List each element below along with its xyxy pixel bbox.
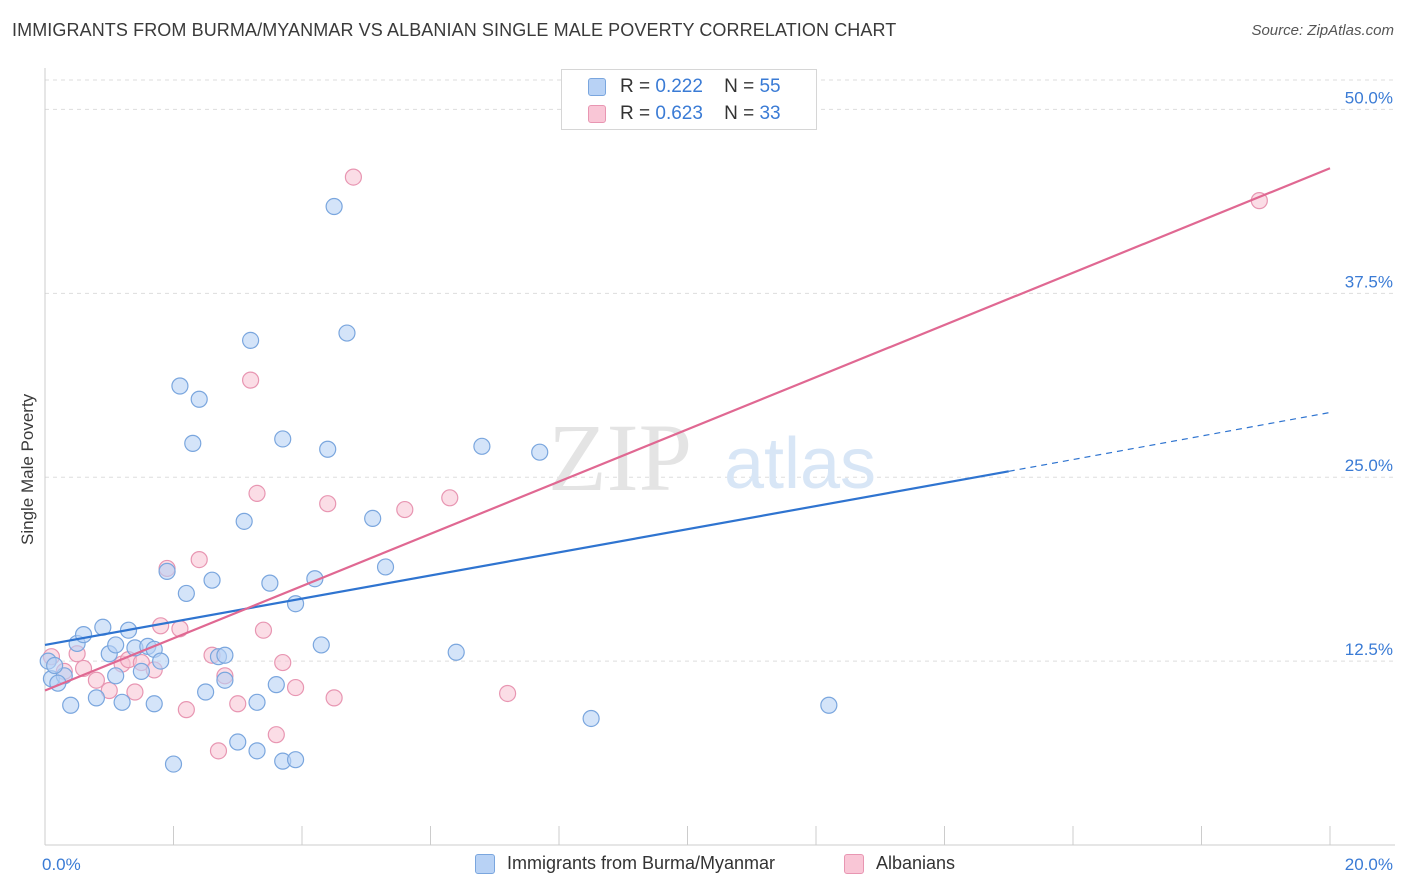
y-axis-label: Single Male Poverty bbox=[18, 393, 37, 545]
data-point-blue bbox=[473, 437, 491, 455]
data-point-pink bbox=[441, 489, 459, 507]
data-point-blue bbox=[286, 751, 305, 769]
n-label: N = bbox=[724, 76, 755, 97]
data-point-blue bbox=[216, 671, 234, 689]
data-point-blue bbox=[229, 733, 247, 751]
legend-swatch-blue bbox=[588, 78, 606, 96]
r-value: 0.623 bbox=[655, 103, 703, 124]
data-point-blue bbox=[197, 683, 215, 701]
data-point-pink bbox=[209, 742, 228, 760]
n-value: 55 bbox=[759, 76, 781, 97]
data-point-blue bbox=[274, 430, 292, 448]
data-point-blue bbox=[235, 512, 253, 530]
data-point-blue bbox=[248, 693, 266, 711]
data-point-blue bbox=[158, 562, 176, 580]
chart-title: IMMIGRANTS FROM BURMA/MYANMAR VS ALBANIA… bbox=[12, 20, 897, 40]
data-point-pink bbox=[87, 671, 106, 689]
x-tick-labels: 0.0% 20.0% bbox=[42, 855, 1393, 874]
r-label: R = bbox=[620, 76, 651, 97]
y-tick-label: 50.0% bbox=[1345, 88, 1393, 107]
watermark: ZIP atlas bbox=[548, 404, 876, 511]
data-point-pink bbox=[267, 726, 285, 744]
data-point-blue bbox=[582, 709, 600, 728]
data-point-pink bbox=[177, 701, 195, 719]
data-point-blue bbox=[242, 331, 260, 349]
data-point-pink bbox=[254, 621, 273, 639]
data-point-blue bbox=[164, 755, 183, 773]
data-point-pink bbox=[319, 495, 337, 513]
data-point-blue bbox=[74, 626, 93, 644]
data-point-pink bbox=[229, 695, 247, 713]
trend-line-extension-blue bbox=[1008, 411, 1331, 472]
legend-swatch-burma bbox=[475, 854, 495, 874]
data-point-pink bbox=[396, 500, 414, 519]
data-point-pink bbox=[100, 681, 118, 700]
data-point-blue bbox=[107, 636, 125, 654]
r-label: R = bbox=[620, 103, 651, 124]
legend-label-albanians: Albanians bbox=[876, 853, 956, 873]
data-point-pink bbox=[499, 684, 517, 703]
legend-swatch-pink bbox=[588, 105, 606, 123]
data-point-blue bbox=[132, 662, 150, 681]
data-point-blue bbox=[261, 574, 279, 592]
legend-label-burma: Immigrants from Burma/Myanmar bbox=[507, 853, 776, 873]
r-value: 0.222 bbox=[655, 76, 703, 97]
data-point-blue bbox=[184, 434, 202, 452]
data-point-blue bbox=[171, 377, 189, 395]
watermark-atlas: atlas bbox=[724, 424, 876, 504]
data-point-blue bbox=[62, 696, 80, 714]
data-point-blue bbox=[376, 558, 395, 576]
data-point-pink bbox=[286, 678, 305, 697]
data-point-blue bbox=[203, 571, 221, 589]
source-label: Source: ZipAtlas.com bbox=[1251, 22, 1394, 39]
y-tick-label: 25.0% bbox=[1345, 456, 1393, 475]
data-point-blue bbox=[113, 693, 131, 711]
data-point-pink bbox=[126, 683, 144, 701]
data-point-blue bbox=[447, 643, 465, 661]
data-point-blue bbox=[107, 667, 125, 685]
data-point-blue bbox=[820, 696, 838, 714]
grid-lines bbox=[45, 79, 1395, 662]
data-point-pink bbox=[344, 168, 362, 186]
axes bbox=[44, 68, 1395, 846]
data-point-blue bbox=[312, 636, 330, 654]
legend-swatch-albanians bbox=[844, 854, 864, 874]
data-point-blue bbox=[248, 742, 266, 760]
legend-text-blue: R = 0.222 N = 55 bbox=[620, 76, 781, 98]
y-tick-label: 12.5% bbox=[1345, 640, 1393, 659]
x-tick-label-start: 0.0% bbox=[42, 855, 81, 874]
data-point-blue bbox=[325, 197, 343, 216]
y-tick-labels: 12.5% 25.0% 37.5% 50.0% bbox=[1345, 88, 1393, 659]
n-label: N = bbox=[724, 103, 755, 124]
data-point-pink bbox=[190, 550, 208, 569]
trend-line-blue bbox=[44, 470, 1009, 647]
data-point-blue bbox=[190, 390, 208, 408]
data-point-blue bbox=[338, 324, 356, 342]
data-point-blue bbox=[177, 584, 195, 603]
trend-line-pink bbox=[44, 167, 1331, 692]
data-point-blue bbox=[267, 676, 285, 694]
data-point-blue bbox=[364, 509, 382, 528]
data-point-pink bbox=[325, 689, 343, 707]
data-point-blue bbox=[216, 646, 234, 664]
legend-text-pink: R = 0.623 N = 33 bbox=[620, 103, 781, 125]
y-tick-label: 37.5% bbox=[1345, 272, 1393, 291]
data-point-blue bbox=[145, 695, 163, 713]
data-point-pink bbox=[242, 371, 260, 389]
data-point-blue bbox=[46, 656, 64, 675]
regression-lines bbox=[44, 167, 1331, 692]
data-point-blue bbox=[531, 443, 549, 461]
correlation-legend: R = 0.222 N = 55 R = 0.623 N = 33 bbox=[561, 69, 817, 130]
data-point-blue bbox=[319, 440, 337, 458]
data-point-pink bbox=[274, 653, 292, 672]
data-point-blue bbox=[152, 652, 170, 670]
data-point-blue bbox=[87, 689, 106, 707]
x-tick-label-end: 20.0% bbox=[1345, 855, 1393, 874]
data-point-pink bbox=[248, 484, 266, 502]
n-value: 33 bbox=[759, 103, 781, 124]
